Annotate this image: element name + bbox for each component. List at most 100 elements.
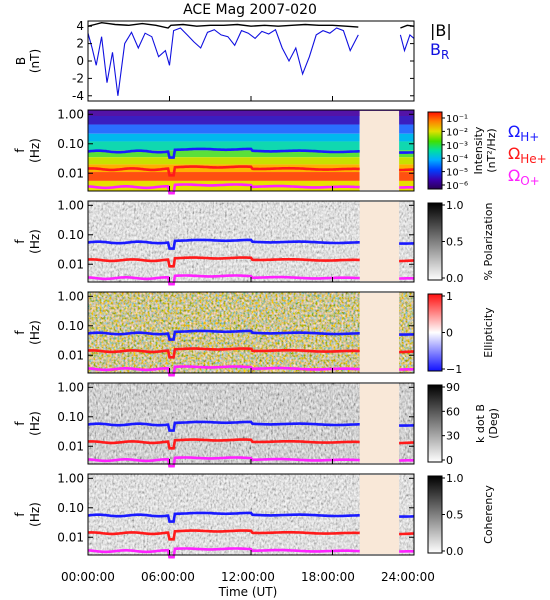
intensity-band [399, 164, 414, 173]
gyrofrequency-line-Oplus [87, 365, 414, 377]
gyrofrequency-line-Hplus [87, 420, 415, 432]
intensity-panel: 1.00 0.10 0.01 f (Hz) 10⁻¹ 10⁻² 10⁻³ 10⁻⁴ 10⁻⁵ 10⁻… [13, 107, 547, 195]
freq-ylabel-line1: f [13, 421, 27, 426]
y-tick-label: 1.00 [57, 107, 84, 121]
x-tick-label: 12:00:00 [221, 570, 275, 584]
y-tick-label: 0.01 [57, 348, 84, 362]
legend-omega-Hplus: ΩH+ [508, 122, 539, 144]
y-tick-label: 1.00 [57, 471, 84, 485]
colorbar-tick-label: 10⁻⁴ [446, 154, 468, 165]
b-ylabel-line2: (nT) [28, 49, 42, 73]
polarization-spectrogram [399, 201, 414, 282]
y-tick-label: 0.10 [57, 501, 84, 515]
colorbar-tick-label: 0 [446, 454, 453, 467]
b-ylabel: B (nT) [14, 49, 42, 73]
gyrofrequency-line-Heplus [87, 438, 415, 450]
colorbar-label: Intensity (nT²/Hz) [472, 126, 498, 174]
gyrofrequency-line-Oplus [87, 274, 414, 286]
colorbar-label-line1: Coherency [482, 485, 495, 544]
y-tick-label: 0.01 [57, 530, 84, 544]
y-tick-label: 0.10 [57, 410, 84, 424]
data-gap [359, 293, 400, 372]
y-tick-label: 1.00 [57, 380, 84, 394]
colorbar-tick-label: −1 [446, 363, 462, 376]
y-tick-label: 1.00 [57, 289, 84, 303]
colorbar-label-line1: % Polarization [482, 203, 495, 281]
freq-ylabel: f (Hz) [13, 138, 42, 163]
y-tick-label: -4 [72, 89, 84, 103]
k-dot-b-panel: 1.00 0.10 0.01 f (Hz) 90 60 30 0 k dot B (Deg) [13, 380, 500, 468]
colorbar-label-line1: Ellipticity [482, 307, 495, 358]
b-total-line [87, 21, 415, 29]
coherency-panel: 1.00 0.10 0.01 f (Hz) 1.0 0.5 0.0 Coherency [13, 471, 495, 559]
y-tick-label: 0.10 [57, 228, 84, 242]
gyrofrequency-line-Hplus [87, 147, 415, 159]
freq-ylabel-line2: (Hz) [28, 138, 42, 163]
intensity-band [88, 141, 360, 151]
colorbar-tick-label: 60 [446, 405, 460, 418]
intensity-band [88, 150, 360, 158]
colorbar-tick-label: 1 [446, 290, 453, 303]
legend-omega-Oplus: ΩO+ [508, 166, 540, 188]
gyrofrequency-line-Heplus [87, 347, 415, 359]
gyrofrequency-line-Oplus [87, 456, 414, 468]
gyrofrequency-line-Oplus [87, 547, 414, 559]
y-tick-label: 4 [76, 19, 84, 33]
colorbar-label: Ellipticity [482, 307, 495, 358]
colorbar-tick-label: 10⁻³ [446, 141, 468, 152]
y-tick-label: 1.00 [57, 198, 84, 212]
legend-omega-Heplus: ΩHe+ [508, 144, 547, 166]
polarization-panel: 1.00 0.10 0.01 f (Hz) 1.0 0.5 0.0 % Polarization [13, 198, 495, 286]
colorbar-tick-label: 10⁻⁵ [446, 168, 468, 179]
freq-ylabel: f (Hz) [13, 502, 42, 527]
gyrofrequency-line-Hplus [87, 238, 415, 250]
y-tick-label: 0.10 [57, 319, 84, 333]
freq-ylabel-line2: (Hz) [28, 229, 42, 254]
intensity-band [399, 141, 414, 151]
intensity-band [399, 157, 414, 165]
freq-ylabel: f (Hz) [13, 320, 42, 345]
intensity-band [88, 124, 360, 134]
gyrofrequency-line-Oplus [87, 183, 414, 195]
colorbar-tick-label: 90 [446, 381, 460, 394]
gyrofrequency-line-Heplus [87, 529, 415, 541]
x-tick-label: 18:00:00 [301, 570, 355, 584]
y-tick-label: 0.10 [57, 137, 84, 151]
intensity-band [88, 133, 360, 142]
colorbar-tick-label: 0.5 [446, 236, 464, 249]
intensity-band [399, 124, 414, 134]
legend-omega-Oplus-main: Ω [508, 166, 520, 185]
intensity-band [88, 172, 360, 181]
legend-omega-Heplus-main: Ω [508, 144, 520, 163]
y-tick-label: 0.01 [57, 439, 84, 453]
freq-ylabel-line2: (Hz) [28, 320, 42, 345]
intensity-top-band [88, 110, 414, 116]
x-tick-label: 00:00:00 [61, 570, 115, 584]
legend-b-r-main: B [430, 40, 441, 59]
data-gap [359, 111, 400, 190]
colorbar-label-line2: (Deg) [487, 408, 500, 439]
colorbar-tick-label: 0.5 [446, 509, 464, 522]
colorbar-tick-label: 0.0 [446, 545, 464, 558]
legend-b-r: BR [430, 40, 449, 62]
y-tick-label: 0.01 [57, 166, 84, 180]
gyrofrequency-line-Hplus [87, 511, 415, 523]
freq-ylabel-line1: f [13, 148, 27, 153]
y-tick-label: 0.01 [57, 257, 84, 271]
colorbar-tick-label: 10⁻⁶ [446, 181, 468, 192]
data-gap [359, 202, 400, 281]
colorbar-label-line2: (nT²/Hz) [485, 128, 498, 172]
ellipticity-colorbar [427, 293, 443, 372]
x-axis-label: Time (UT) [218, 585, 278, 599]
colorbar-label-line1: k dot B [474, 404, 487, 443]
x-axis-tick-labels: 00:00:00 06:00:00 12:00:00 18:00:00 24:0… [61, 570, 435, 584]
freq-ylabel-line1: f [13, 239, 27, 244]
y-tick-label: 2 [76, 37, 84, 51]
intensity-band [88, 157, 360, 165]
y-tick-label: 0 [76, 54, 84, 68]
chart-title: ACE Mag 2007-020 [183, 2, 317, 18]
intensity-band [399, 172, 414, 181]
colorbar-label: k dot B (Deg) [474, 404, 500, 443]
y-tick-label: -2 [72, 71, 84, 85]
